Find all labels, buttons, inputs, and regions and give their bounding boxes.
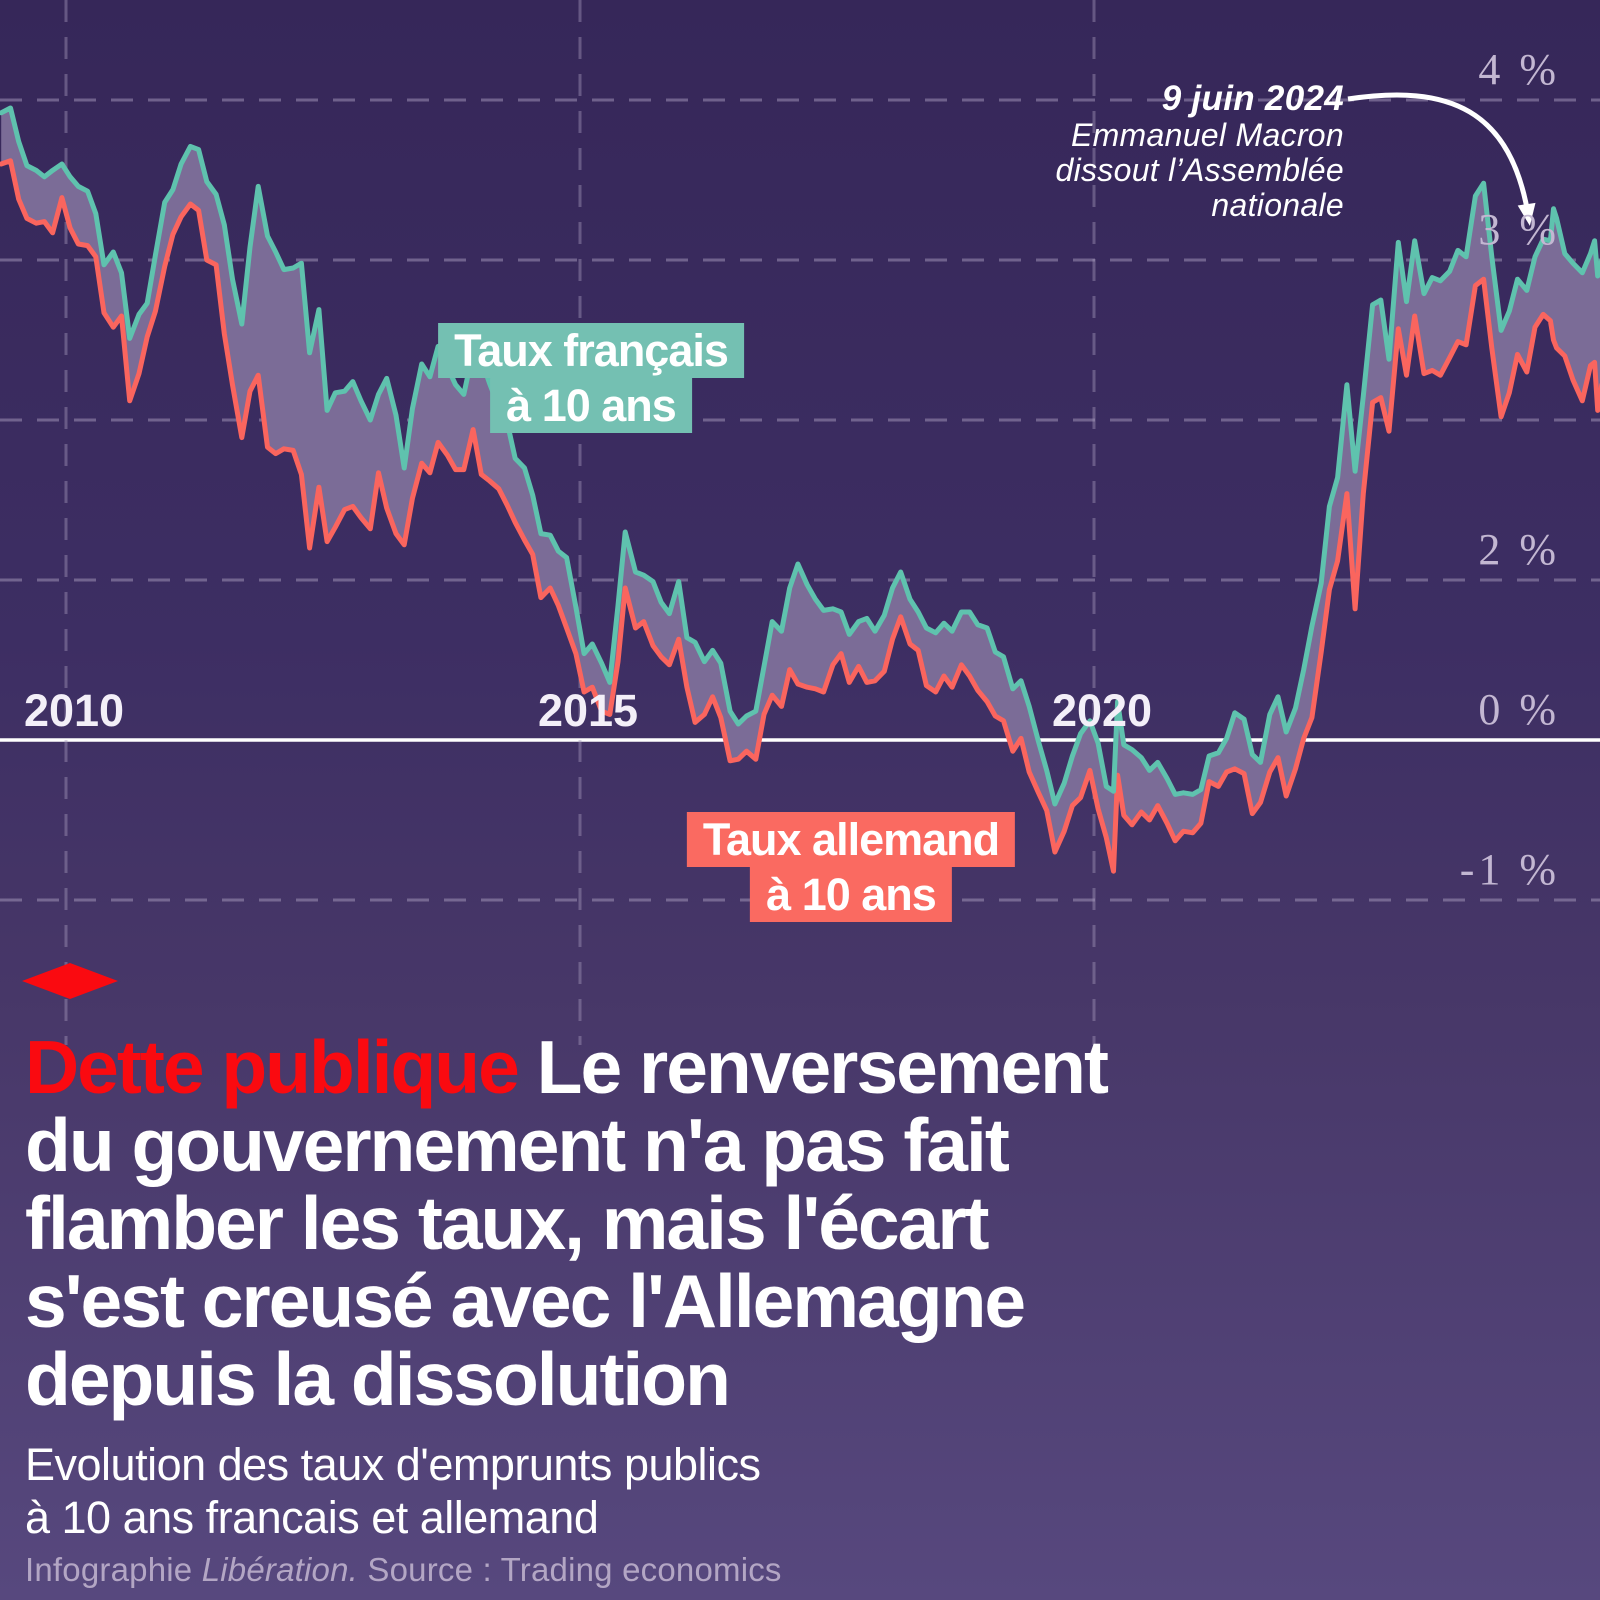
germany-line bbox=[0, 158, 1600, 874]
series-layer bbox=[0, 105, 1600, 874]
x-axis-label: 2015 bbox=[537, 685, 639, 736]
chart-subtitle: Evolution des taux d'emprunts publics à … bbox=[25, 1438, 761, 1544]
annotation-date: 9 juin 2024 bbox=[1161, 79, 1344, 118]
france-line bbox=[0, 105, 1600, 807]
spread-area bbox=[1, 108, 1600, 872]
france-badge-line1: Taux français bbox=[438, 323, 744, 378]
france-badge-line2: à 10 ans bbox=[490, 378, 692, 433]
subtitle-line2: à 10 ans francais et allemand bbox=[25, 1492, 599, 1543]
brand-name: Libération. bbox=[201, 1551, 359, 1588]
footer-credit: Infographie Libération. Source : Trading… bbox=[25, 1551, 782, 1589]
y-axis-label: 4 % bbox=[1478, 45, 1560, 94]
annotation-line: Emmanuel Macron bbox=[1070, 117, 1344, 153]
headline-text: Le renversement bbox=[536, 1025, 1109, 1109]
france-series-badge: Taux français à 10 ans bbox=[438, 323, 744, 433]
liberation-diamond-icon bbox=[22, 963, 118, 999]
footer-prefix: Infographie bbox=[25, 1551, 202, 1588]
annotation-line: dissout l’Assemblée bbox=[1055, 152, 1344, 188]
headline-kicker: Dette publique bbox=[25, 1025, 520, 1109]
page-title: Dette publique Le renversement du gouver… bbox=[25, 1028, 1525, 1418]
annotation-arrow bbox=[1347, 92, 1536, 226]
footer-source: Source : Trading economics bbox=[358, 1551, 782, 1588]
y-axis-label: -1 % bbox=[1459, 845, 1560, 894]
headline-line: s'est creusé avec l'Allemagne bbox=[25, 1259, 1026, 1343]
headline-line: flamber les taux, mais l'écart bbox=[25, 1181, 990, 1265]
x-axis-label: 2020 bbox=[1051, 685, 1153, 736]
germany-series-badge: Taux allemand à 10 ans bbox=[686, 812, 1016, 922]
annotation-line: nationale bbox=[1211, 187, 1344, 223]
y-axis-label: 0 % bbox=[1478, 685, 1560, 734]
subtitle-line1: Evolution des taux d'emprunts publics bbox=[25, 1439, 761, 1490]
germany-badge-line1: Taux allemand bbox=[686, 812, 1016, 867]
headline-line: depuis la dissolution bbox=[25, 1337, 731, 1421]
headline-line: Dette publique Le renversement bbox=[25, 1028, 1525, 1106]
y-axis-label: 2 % bbox=[1478, 525, 1560, 574]
dissolution-annotation: 9 juin 2024 Emmanuel Macron dissout l’As… bbox=[1056, 80, 1345, 223]
headline-line: du gouvernement n'a pas fait bbox=[25, 1103, 1010, 1187]
x-axis-label: 2010 bbox=[23, 685, 125, 736]
germany-badge-line2: à 10 ans bbox=[750, 867, 952, 922]
annotation-arrow-layer bbox=[1347, 92, 1536, 226]
y-axis-label: 3 % bbox=[1478, 205, 1560, 254]
